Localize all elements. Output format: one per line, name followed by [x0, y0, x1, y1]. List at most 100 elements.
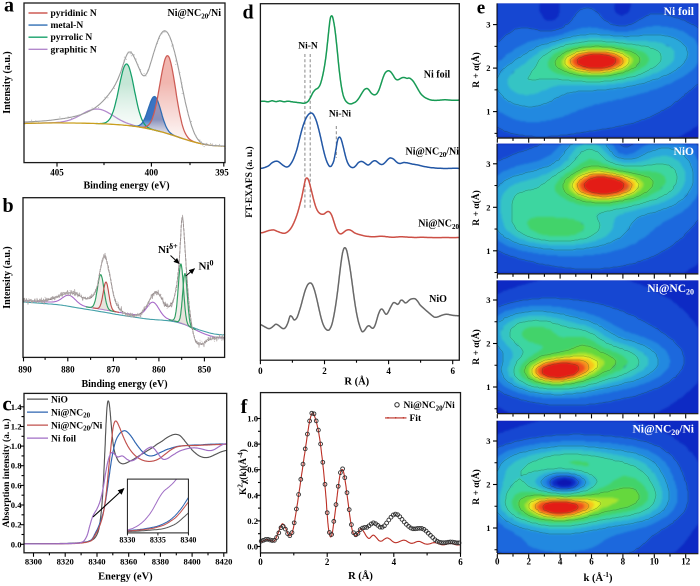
svg-text:2: 2 — [322, 366, 327, 376]
svg-text:NiO: NiO — [51, 395, 68, 405]
svg-text:Absorption intensity (a. u.): Absorption intensity (a. u.) — [1, 419, 12, 528]
svg-text:Ni-N: Ni-N — [298, 42, 318, 52]
svg-text:2: 2 — [325, 557, 330, 567]
svg-text:R (Å): R (Å) — [348, 570, 373, 582]
svg-text:8: 8 — [621, 557, 626, 567]
svg-text:Fit: Fit — [410, 414, 422, 424]
svg-text:0.4: 0.4 — [11, 500, 22, 510]
svg-text:a: a — [4, 0, 14, 17]
svg-text:1: 1 — [486, 246, 490, 256]
svg-text:4: 4 — [558, 557, 563, 567]
svg-text:Ni foil: Ni foil — [424, 70, 451, 81]
svg-text:K2χ(k)(Å-4): K2χ(k)(Å-4) — [237, 449, 250, 495]
svg-text:8320: 8320 — [57, 557, 74, 567]
svg-text:6: 6 — [450, 366, 455, 376]
svg-text:860: 860 — [152, 365, 166, 375]
svg-text:e: e — [477, 0, 485, 19]
svg-text:8340: 8340 — [180, 536, 196, 545]
svg-text:2: 2 — [486, 63, 490, 73]
svg-text:Binding energy (eV): Binding energy (eV) — [83, 181, 169, 192]
svg-text:3: 3 — [486, 20, 490, 30]
svg-text:0.0: 0.0 — [247, 542, 258, 552]
svg-text:10: 10 — [650, 557, 660, 567]
svg-text:NiO: NiO — [429, 294, 447, 305]
svg-text:Energy (eV): Energy (eV) — [98, 572, 153, 583]
svg-text:graphitic N: graphitic N — [51, 45, 97, 55]
svg-text:Intensity (a.u.): Intensity (a.u.) — [2, 51, 13, 114]
svg-text:880: 880 — [61, 365, 75, 375]
svg-text:k (Å-1): k (Å-1) — [584, 571, 613, 584]
svg-text:d: d — [242, 2, 253, 24]
svg-text:890: 890 — [18, 365, 32, 375]
svg-text:8360: 8360 — [120, 557, 137, 567]
svg-text:1.0: 1.0 — [11, 441, 22, 451]
svg-text:c: c — [2, 392, 11, 416]
svg-text:b: b — [2, 195, 13, 217]
svg-text:8330: 8330 — [119, 536, 135, 545]
svg-text:4: 4 — [386, 366, 391, 376]
svg-text:2: 2 — [486, 202, 490, 212]
svg-text:0: 0 — [258, 557, 263, 567]
svg-text:0.8: 0.8 — [11, 461, 22, 471]
svg-text:870: 870 — [107, 365, 121, 375]
svg-text:0.2: 0.2 — [11, 520, 22, 530]
svg-text:metal-N: metal-N — [51, 21, 84, 31]
svg-text:8300: 8300 — [25, 557, 42, 567]
svg-text:NiO: NiO — [674, 146, 695, 158]
svg-text:R + α(Å): R + α(Å) — [470, 52, 482, 88]
svg-text:0.0: 0.0 — [11, 539, 22, 549]
svg-text:pyridinic N: pyridinic N — [51, 9, 97, 19]
svg-text:pyrrolic N: pyrrolic N — [51, 33, 93, 43]
svg-text:400: 400 — [145, 168, 159, 178]
svg-text:8335: 8335 — [150, 536, 166, 545]
svg-text:4: 4 — [392, 557, 397, 567]
svg-text:0.6: 0.6 — [247, 465, 258, 475]
svg-text:2: 2 — [486, 339, 490, 349]
svg-text:8400: 8400 — [184, 557, 201, 567]
svg-text:405: 405 — [50, 168, 64, 178]
svg-text:Binding energy (eV): Binding energy (eV) — [81, 379, 167, 390]
svg-text:0.4: 0.4 — [247, 490, 258, 500]
svg-text:FT-EXAFS (a. u.): FT-EXAFS (a. u.) — [244, 146, 255, 217]
svg-text:0.8: 0.8 — [247, 439, 258, 449]
svg-text:f: f — [241, 396, 248, 418]
svg-text:Niδ+: Niδ+ — [158, 242, 178, 256]
svg-text:6: 6 — [458, 557, 463, 567]
svg-text:Ni@NC20/Ni: Ni@NC20/Ni — [404, 401, 456, 412]
svg-text:Ni@NC20: Ni@NC20 — [51, 408, 91, 419]
svg-text:Ni@NC20: Ni@NC20 — [647, 283, 694, 297]
svg-text:Ni0: Ni0 — [199, 259, 214, 273]
svg-text:Ni@NC20/Ni: Ni@NC20/Ni — [167, 8, 221, 21]
svg-text:8380: 8380 — [152, 557, 169, 567]
svg-text:1.4: 1.4 — [11, 402, 22, 412]
svg-text:1: 1 — [486, 107, 490, 117]
svg-text:1.0: 1.0 — [247, 414, 258, 424]
svg-text:1: 1 — [486, 382, 490, 392]
svg-text:R (Å): R (Å) — [344, 375, 369, 387]
svg-text:8420: 8420 — [215, 557, 232, 567]
svg-text:3: 3 — [486, 159, 490, 169]
svg-text:R + α(Å): R + α(Å) — [470, 190, 482, 226]
svg-text:Ni@NC20/Ni: Ni@NC20/Ni — [632, 423, 694, 437]
svg-text:1: 1 — [486, 523, 490, 533]
svg-text:R + α(Å): R + α(Å) — [470, 329, 482, 365]
svg-text:2: 2 — [486, 480, 490, 490]
svg-text:3: 3 — [486, 295, 490, 305]
svg-text:R + α(Å): R + α(Å) — [470, 469, 482, 505]
svg-text:Ni@NC20/Ni: Ni@NC20/Ni — [405, 147, 459, 160]
svg-text:0: 0 — [495, 557, 500, 567]
svg-text:1.2: 1.2 — [11, 421, 22, 431]
svg-text:3: 3 — [486, 436, 490, 446]
svg-text:850: 850 — [198, 365, 212, 375]
svg-text:Ni-Ni: Ni-Ni — [329, 110, 352, 120]
svg-text:6: 6 — [589, 557, 594, 567]
svg-text:Ni foil: Ni foil — [664, 6, 694, 18]
svg-text:8340: 8340 — [88, 557, 105, 567]
svg-text:0: 0 — [258, 366, 263, 376]
svg-text:Ni@NC20: Ni@NC20 — [418, 219, 459, 232]
svg-text:Ni@NC20/Ni: Ni@NC20/Ni — [51, 421, 103, 432]
svg-text:0.6: 0.6 — [11, 480, 22, 490]
svg-text:Ni foil: Ni foil — [51, 434, 76, 444]
svg-text:12: 12 — [681, 557, 691, 567]
svg-text:Intensity (a.u.): Intensity (a.u.) — [2, 246, 13, 309]
